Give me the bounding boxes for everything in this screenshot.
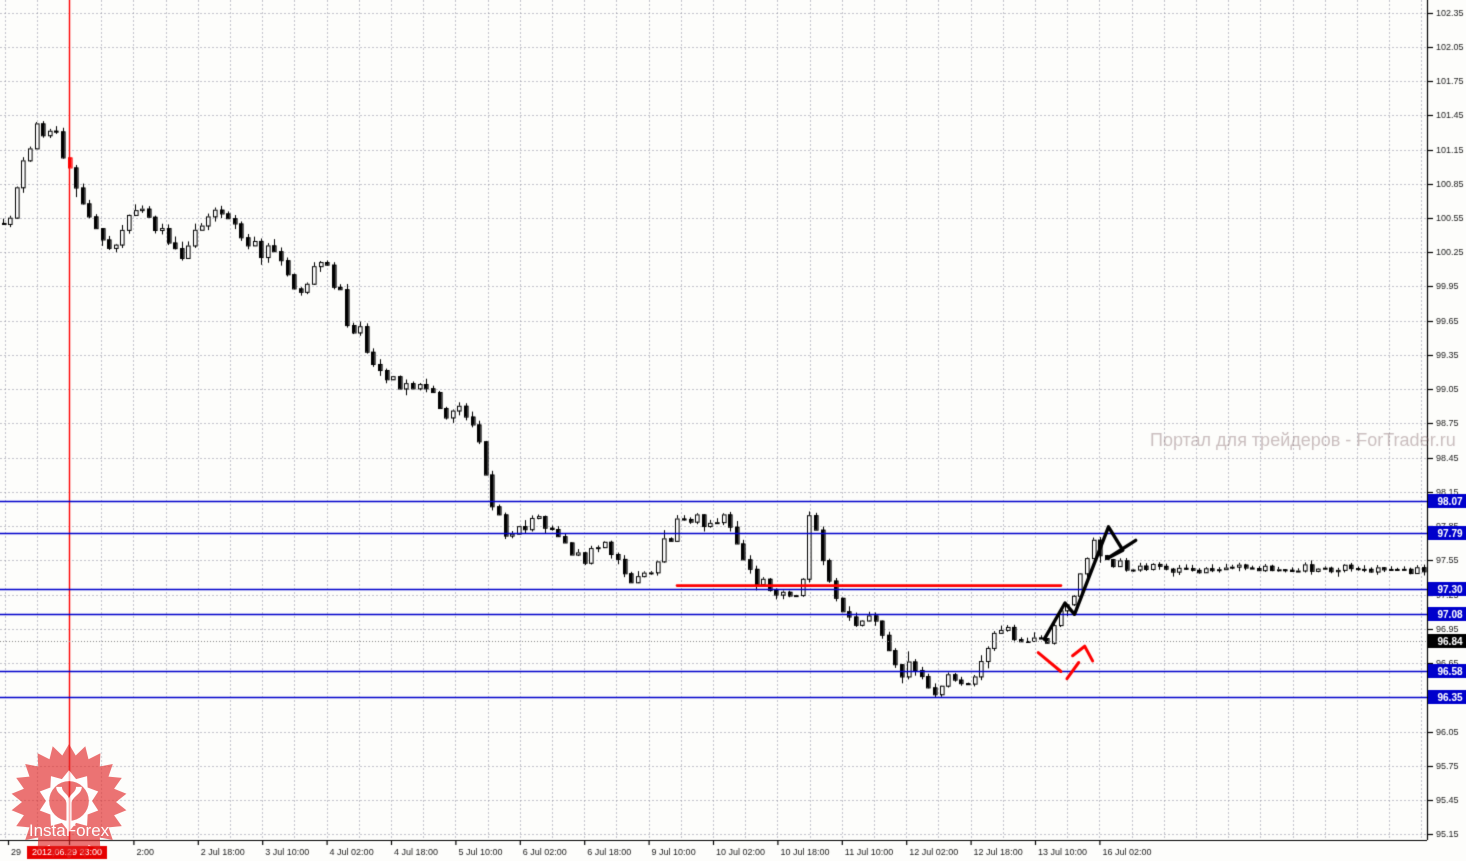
svg-text:InstaForex: InstaForex: [29, 821, 110, 840]
